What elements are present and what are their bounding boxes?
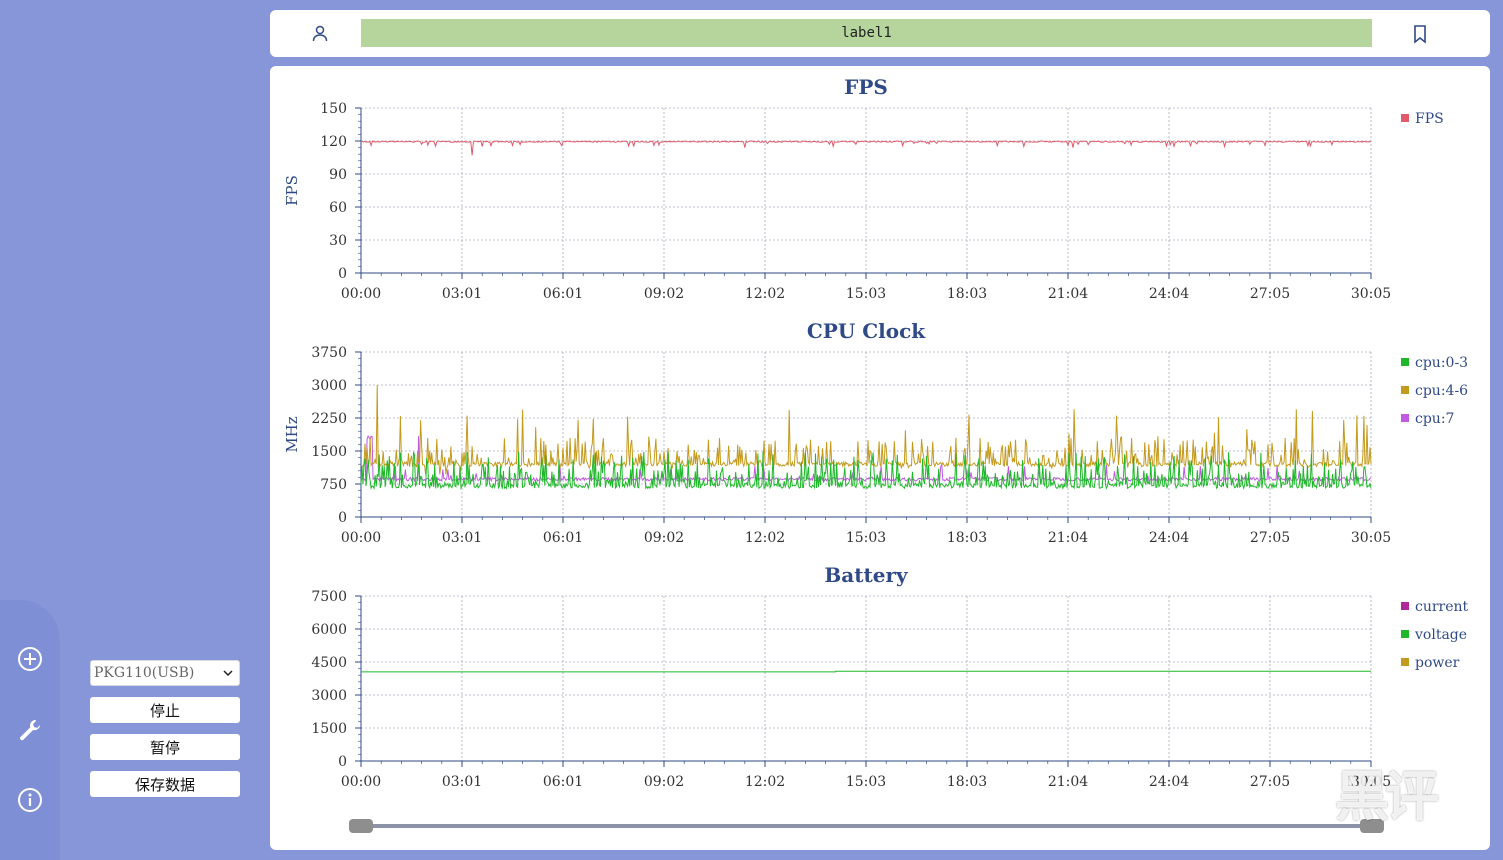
x-tick-label: 30:05: [1351, 774, 1391, 790]
x-tick-label: 09:02: [644, 286, 684, 302]
legend-label: current: [1415, 599, 1469, 615]
x-tick-label: 06:01: [543, 286, 583, 302]
device-select[interactable]: PKG110(USB): [90, 660, 240, 686]
chart-2: Battery 00:00 03:01 06:01 09:02 12:02 15:03 18:…: [311, 563, 1468, 790]
save-data-button[interactable]: 保存数据: [90, 771, 240, 797]
y-tick-label: 4500: [311, 655, 347, 671]
legend-swatch: [1401, 602, 1409, 610]
legend-label: voltage: [1414, 627, 1467, 643]
x-tick-label: 18:03: [947, 774, 987, 790]
y-tick-label: 60: [329, 200, 347, 216]
x-tick-label: 24:04: [1149, 286, 1189, 302]
bookmark-icon[interactable]: [1410, 24, 1430, 44]
y-tick-label: 2250: [311, 411, 347, 427]
session-label[interactable]: label1: [361, 19, 1372, 47]
y-tick-label: 3000: [311, 688, 347, 704]
chart-title: Battery: [824, 563, 909, 587]
x-tick-label: 03:01: [442, 286, 482, 302]
chart-0: FPS 00:00 03:01 06:01 09:02 12:02 15:03 18:03 21…: [283, 75, 1444, 302]
y-tick-label: 7500: [311, 589, 347, 605]
x-tick-label: 27:05: [1250, 530, 1290, 546]
x-tick-label: 00:00: [341, 530, 381, 546]
pause-button[interactable]: 暂停: [90, 734, 240, 760]
x-tick-label: 12:02: [745, 286, 785, 302]
x-tick-label: 15:03: [846, 530, 886, 546]
y-axis-label: FPS: [283, 175, 301, 206]
y-tick-label: 150: [320, 101, 347, 117]
range-slider-end-handle[interactable]: [1360, 819, 1384, 833]
range-slider[interactable]: [349, 819, 1384, 833]
legend-label: cpu:7: [1415, 411, 1454, 427]
chart-panel: FPS 00:00 03:01 06:01 09:02 12:02 15:03 18:03 21…: [270, 66, 1490, 850]
watermark: 黑评: [1335, 765, 1439, 828]
y-tick-label: 6000: [311, 622, 347, 638]
x-tick-label: 03:01: [442, 774, 482, 790]
x-tick-label: 30:05: [1351, 286, 1391, 302]
legend-label: cpu:4-6: [1415, 383, 1468, 399]
x-tick-label: 21:04: [1048, 530, 1088, 546]
x-tick-label: 09:02: [644, 530, 684, 546]
x-tick-label: 00:00: [341, 286, 381, 302]
y-tick-label: 0: [338, 510, 347, 526]
legend-swatch: [1401, 414, 1409, 422]
wrench-icon[interactable]: [15, 715, 45, 745]
y-tick-label: 90: [329, 167, 347, 183]
y-tick-label: 3750: [311, 345, 347, 361]
control-panel: PKG110(USB) 停止 暂停 保存数据: [90, 660, 240, 797]
legend-swatch: [1401, 630, 1409, 638]
user-icon[interactable]: [310, 24, 330, 44]
x-tick-label: 09:02: [644, 774, 684, 790]
y-tick-label: 0: [338, 754, 347, 770]
chevron-down-icon: [223, 670, 233, 676]
add-icon[interactable]: [15, 644, 45, 674]
chart-title: CPU Clock: [807, 319, 926, 343]
y-tick-label: 120: [320, 134, 347, 150]
x-tick-label: 03:01: [442, 530, 482, 546]
topbar: label1: [270, 10, 1490, 57]
y-tick-label: 0: [338, 266, 347, 282]
legend-swatch: [1401, 386, 1409, 394]
legend-swatch: [1401, 114, 1409, 122]
x-tick-label: 27:05: [1250, 286, 1290, 302]
info-icon[interactable]: [15, 785, 45, 815]
legend-label: power: [1415, 655, 1460, 671]
x-tick-label: 30:05: [1351, 530, 1391, 546]
y-tick-label: 3000: [311, 378, 347, 394]
stop-button[interactable]: 停止: [90, 697, 240, 723]
x-tick-label: 24:04: [1149, 530, 1189, 546]
x-tick-label: 27:05: [1250, 774, 1290, 790]
series-cpu-4-6-line: [360, 384, 1372, 475]
device-select-value: PKG110(USB): [94, 665, 195, 681]
legend-swatch: [1401, 658, 1409, 666]
x-tick-label: 21:04: [1048, 774, 1088, 790]
x-tick-label: 12:02: [745, 774, 785, 790]
left-rail: [0, 600, 60, 860]
legend-swatch: [1401, 358, 1409, 366]
x-tick-label: 21:04: [1048, 286, 1088, 302]
chart-1: CPU Clock 00:00 03:01 06:01 09:02 12:02 15:03 1…: [283, 319, 1468, 546]
charts-canvas: FPS 00:00 03:01 06:01 09:02 12:02 15:03 18:03 21…: [283, 75, 1469, 833]
x-tick-label: 06:01: [543, 774, 583, 790]
x-tick-label: 24:04: [1149, 774, 1189, 790]
chart-title: FPS: [844, 75, 888, 99]
series-cpu-0-3-line: [360, 451, 1372, 491]
y-tick-label: 1500: [311, 444, 347, 460]
range-slider-start-handle[interactable]: [349, 819, 373, 833]
series-voltage-line: [361, 670, 1371, 673]
series-fps-line: [360, 139, 1372, 156]
x-tick-label: 15:03: [846, 774, 886, 790]
legend-label: FPS: [1415, 111, 1444, 127]
x-tick-label: 06:01: [543, 530, 583, 546]
y-tick-label: 750: [320, 477, 347, 493]
y-axis-label: MHz: [283, 416, 301, 452]
x-tick-label: 15:03: [846, 286, 886, 302]
x-tick-label: 18:03: [947, 286, 987, 302]
x-tick-label: 18:03: [947, 530, 987, 546]
y-tick-label: 30: [329, 233, 347, 249]
y-tick-label: 1500: [311, 721, 347, 737]
x-tick-label: 00:00: [341, 774, 381, 790]
legend-label: cpu:0-3: [1415, 355, 1468, 371]
x-tick-label: 12:02: [745, 530, 785, 546]
